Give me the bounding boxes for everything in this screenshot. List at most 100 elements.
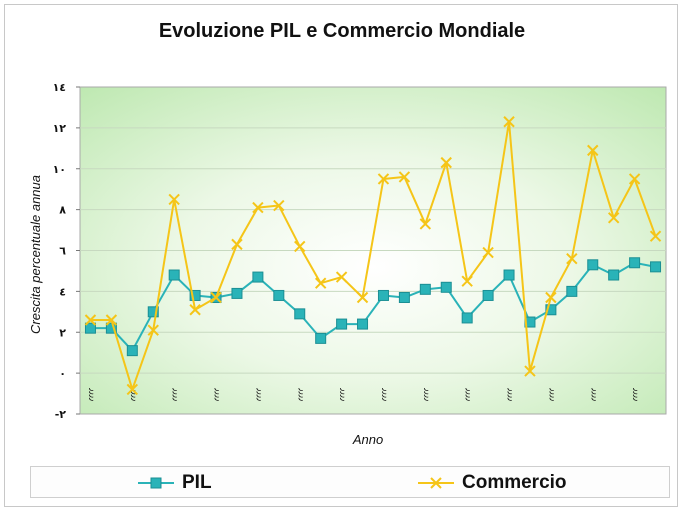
x-marker-stroke bbox=[419, 218, 432, 230]
pil-point bbox=[147, 306, 159, 318]
x-tick-label: ٫٫٫٫ bbox=[547, 388, 558, 401]
commercio-point bbox=[314, 277, 327, 289]
pil-point bbox=[398, 292, 410, 304]
commercio-point bbox=[545, 291, 557, 304]
pil-point bbox=[587, 259, 599, 271]
pil-point bbox=[357, 318, 369, 330]
commercio-point bbox=[398, 171, 411, 183]
pil-point bbox=[608, 269, 620, 281]
x-marker-stroke bbox=[147, 324, 159, 336]
pil-series-line bbox=[90, 261, 656, 352]
pil-point bbox=[336, 318, 348, 330]
x-marker-stroke bbox=[168, 193, 180, 206]
commercio-point bbox=[335, 271, 348, 283]
x-tick-label: ٫٫٫٫ bbox=[296, 388, 307, 401]
legend-label-commercio: Commercio bbox=[462, 472, 567, 493]
pil-point bbox=[168, 269, 180, 281]
x-tick-label: ٫٫٫٫ bbox=[506, 388, 517, 401]
x-marker-stroke bbox=[231, 238, 243, 251]
pil-point bbox=[503, 269, 515, 281]
x-tick-label: ٫٫٫٫ bbox=[87, 388, 98, 401]
commercio-point bbox=[524, 365, 536, 377]
y-tick-label: ٠ bbox=[59, 367, 66, 380]
commercio-point bbox=[126, 383, 139, 396]
pil-point bbox=[315, 332, 327, 344]
commercio-point bbox=[231, 238, 243, 251]
chart-title: Evoluzione PIL e Commercio Mondiale bbox=[158, 20, 526, 42]
commercio-point bbox=[440, 156, 452, 169]
pil-point bbox=[440, 281, 452, 293]
y-tick-label: ١٠ bbox=[53, 163, 66, 176]
commercio-point bbox=[189, 304, 201, 316]
commercio-point bbox=[84, 314, 97, 326]
x-marker-stroke bbox=[587, 144, 599, 157]
commercio-point bbox=[273, 199, 285, 212]
pil-point bbox=[461, 312, 473, 324]
commercio-point bbox=[566, 252, 578, 265]
commercio-point bbox=[419, 218, 432, 230]
x-marker-stroke bbox=[252, 201, 264, 214]
x-marker-stroke bbox=[335, 271, 348, 283]
y-tick-label: ٨ bbox=[59, 204, 66, 217]
x-marker-stroke bbox=[503, 116, 515, 128]
x-marker-stroke bbox=[566, 252, 578, 265]
commercio-point bbox=[356, 291, 369, 304]
legend-item-commercio: Commercio bbox=[416, 471, 567, 495]
commercio-legend-marker bbox=[418, 477, 454, 489]
y-tick-label: -٢ bbox=[55, 408, 67, 421]
commercio-point bbox=[168, 193, 180, 206]
pil-point bbox=[294, 308, 306, 320]
commercio-point bbox=[377, 173, 390, 185]
pil-point bbox=[650, 261, 662, 273]
pil-legend-marker bbox=[138, 477, 174, 489]
x-marker-stroke bbox=[607, 212, 620, 224]
x-marker-stroke bbox=[461, 275, 473, 287]
x-marker-stroke bbox=[482, 246, 494, 259]
commercio-series-line bbox=[90, 120, 657, 391]
commercio-point bbox=[503, 116, 515, 128]
commercio-point bbox=[649, 230, 662, 242]
commercio-point bbox=[294, 240, 306, 253]
x-tick-label: ٫٫٫٫ bbox=[464, 388, 475, 401]
y-axis-label: Crescita percentuale annua bbox=[28, 175, 43, 334]
x-marker-stroke bbox=[294, 240, 306, 253]
pil-point bbox=[566, 285, 578, 297]
x-marker-stroke bbox=[377, 173, 390, 185]
x-marker-stroke bbox=[649, 230, 662, 242]
x-tick-label: ٫٫٫٫ bbox=[631, 388, 642, 401]
pil-point bbox=[231, 287, 243, 299]
x-tick-label: ٫٫٫٫ bbox=[129, 388, 140, 401]
x-marker-stroke bbox=[545, 291, 557, 304]
legend: PIL Commercio bbox=[30, 466, 670, 498]
x-tick-label: ٫٫٫٫ bbox=[422, 388, 433, 401]
x-marker-stroke bbox=[189, 304, 201, 316]
x-tick-label: ٫٫٫٫ bbox=[213, 388, 224, 401]
pil-point bbox=[273, 289, 285, 301]
commercio-point bbox=[210, 291, 222, 304]
x-axis-label: Anno bbox=[352, 432, 383, 447]
series-layer bbox=[84, 116, 662, 396]
x-marker-stroke bbox=[210, 291, 222, 304]
y-tick-label: ٢ bbox=[59, 326, 66, 339]
commercio-point bbox=[105, 314, 118, 326]
commercio-point bbox=[482, 246, 494, 259]
pil-point bbox=[377, 289, 389, 301]
x-marker-stroke bbox=[273, 199, 285, 212]
pil-point bbox=[84, 322, 96, 334]
x-marker-stroke bbox=[356, 291, 369, 304]
pil-point bbox=[545, 304, 557, 316]
commercio-point bbox=[461, 275, 473, 287]
commercio-point bbox=[252, 201, 264, 214]
pil-point bbox=[252, 271, 264, 283]
x-tick-label: ٫٫٫٫ bbox=[338, 388, 349, 401]
x-tick-label: ٫٫٫٫ bbox=[380, 388, 391, 401]
y-tick-label: ٦ bbox=[59, 245, 66, 258]
x-marker-stroke bbox=[84, 314, 97, 326]
x-tick-label: ٫٫٫٫ bbox=[589, 388, 600, 401]
x-marker-stroke bbox=[398, 171, 411, 183]
y-tick-label: ١٢ bbox=[53, 122, 67, 135]
x-marker-stroke bbox=[628, 173, 641, 185]
x-marker-stroke bbox=[440, 156, 452, 169]
pil-point bbox=[482, 289, 494, 301]
